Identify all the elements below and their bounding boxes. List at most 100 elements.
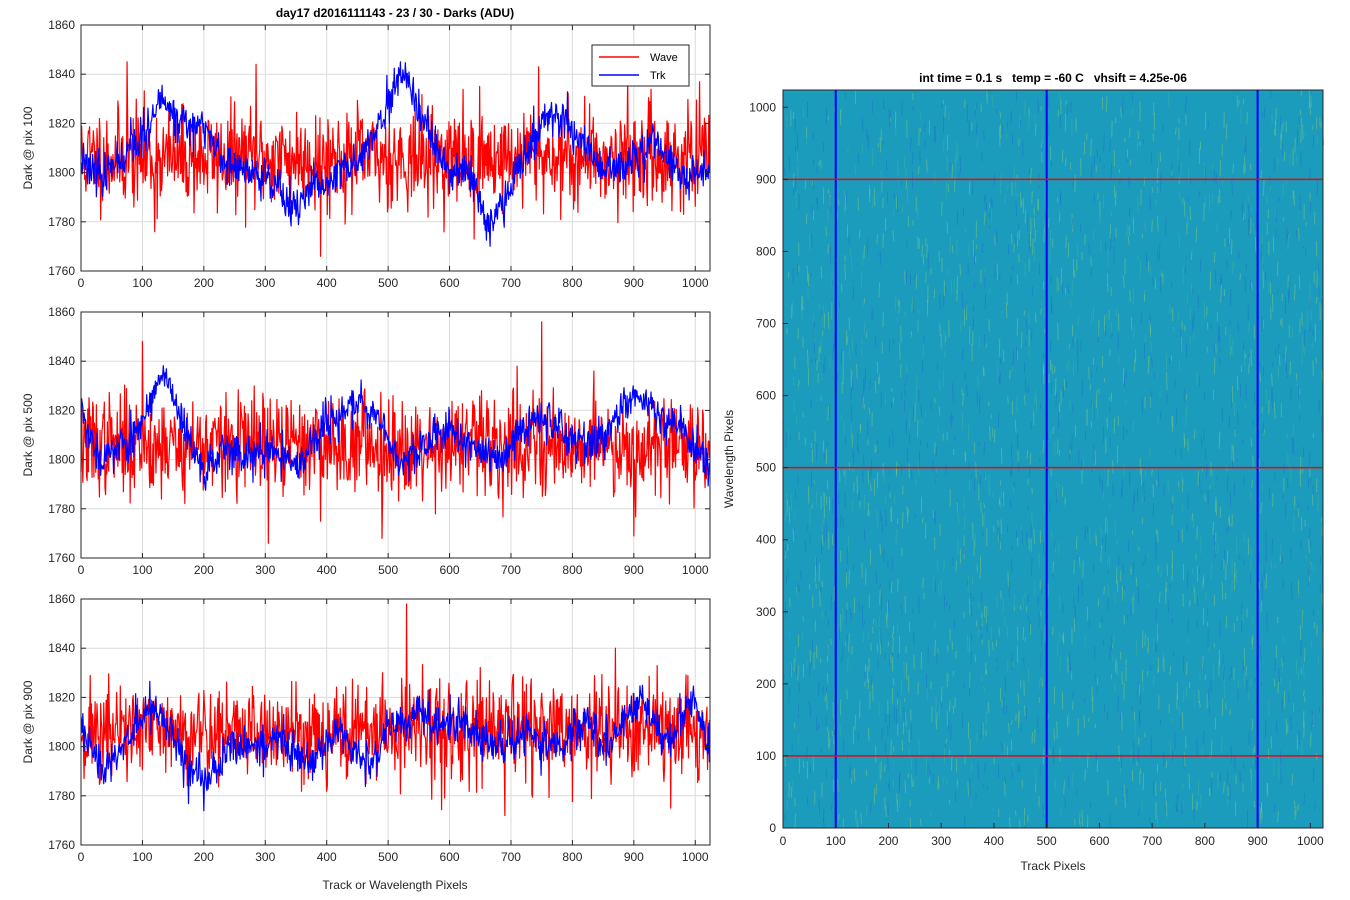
heatmap-streak <box>1013 243 1015 253</box>
y-tick-label: 0 <box>769 821 776 835</box>
heatmap-streak <box>1260 250 1262 263</box>
heatmap-streak <box>963 814 966 829</box>
heatmap-streak <box>1261 680 1263 687</box>
heatmap-streak <box>1104 535 1107 552</box>
heatmap-streak <box>1221 581 1224 600</box>
heatmap-streak <box>1293 284 1296 301</box>
heatmap-streak <box>1006 120 1009 129</box>
heatmap-streak <box>1083 715 1086 728</box>
y-tick-label: 1760 <box>48 264 75 278</box>
heatmap-streak <box>923 122 926 132</box>
heatmap-streak <box>1114 117 1117 124</box>
heatmap-streak <box>1013 482 1015 488</box>
heatmap-streak <box>1132 420 1134 434</box>
heatmap-streak <box>910 756 913 770</box>
x-tick-label: 300 <box>255 850 275 864</box>
heatmap-streak <box>1242 659 1244 671</box>
heatmap-streak <box>1225 527 1228 534</box>
track-marker-lines <box>834 90 1259 828</box>
heatmap-streak <box>797 379 800 391</box>
x-tick-label: 0 <box>78 850 85 864</box>
heatmap-streak <box>1166 372 1168 391</box>
heatmap-streak <box>1001 310 1003 315</box>
heatmap-streak <box>1157 470 1160 488</box>
heatmap-streak <box>1180 336 1183 352</box>
heatmap-streak <box>974 106 977 117</box>
heatmap-streak <box>821 580 824 588</box>
heatmap-streak <box>1130 749 1132 760</box>
heatmap-streak <box>1315 241 1318 257</box>
x-tick-label: 400 <box>317 850 337 864</box>
heatmap-streak <box>1243 475 1245 486</box>
heatmap-streak <box>822 330 824 337</box>
heatmap-streak <box>1123 463 1125 477</box>
heatmap-streak <box>784 754 786 768</box>
heatmap-streak <box>1017 693 1020 704</box>
heatmap-streak <box>1223 683 1226 698</box>
heatmap-streak <box>894 293 897 311</box>
heatmap-streak <box>875 571 877 584</box>
heatmap-streak <box>968 326 971 345</box>
heatmap-streak <box>1120 489 1123 499</box>
heatmap-streak <box>899 771 901 788</box>
series-line-wave <box>80 603 710 817</box>
heatmap-streak <box>1095 366 1098 372</box>
heatmap-streak <box>1082 560 1084 578</box>
heatmap-streak <box>1032 238 1034 256</box>
heatmap-streak <box>936 363 939 372</box>
heatmap-streak <box>983 502 985 509</box>
heatmap-streak <box>1020 680 1022 689</box>
heatmap-streak <box>993 429 996 443</box>
heatmap-streak <box>832 344 834 360</box>
heatmap-streak <box>1304 647 1306 662</box>
heatmap-streak <box>1202 655 1204 669</box>
heatmap-streak <box>1125 659 1127 666</box>
heatmap-streak <box>892 636 894 653</box>
heatmap-streak <box>1095 751 1098 763</box>
heatmap-streak <box>924 523 927 539</box>
y-tick-label: 1800 <box>48 166 75 180</box>
heatmap-streak <box>984 194 987 200</box>
y-ticks: 0 100 200 300 400 500 600 700 800 900 1000 <box>749 100 788 835</box>
heatmap-streak <box>1098 319 1100 338</box>
heatmap-streak <box>1259 361 1261 371</box>
heatmap-streak <box>1102 425 1105 444</box>
heatmap-streak <box>1157 186 1159 194</box>
heatmap-streak <box>830 638 832 645</box>
heatmap-streak <box>871 308 873 320</box>
heatmap-streak <box>1012 349 1014 367</box>
heatmap-streak <box>1204 448 1207 460</box>
heatmap-streak <box>1002 599 1004 614</box>
heatmap-streak <box>867 632 870 640</box>
heatmap-streak <box>1169 740 1172 759</box>
heatmap-streak <box>1152 503 1155 517</box>
chart-title: day17 d2016111143 - 23 / 30 - Darks (ADU… <box>276 6 514 20</box>
heatmap-streak <box>854 715 857 731</box>
heatmap-streak <box>1240 204 1243 210</box>
heatmap-streak <box>1099 475 1101 487</box>
heatmap-streak <box>1143 177 1146 186</box>
heatmap-streak <box>952 382 954 397</box>
heatmap-streak <box>1103 586 1105 595</box>
heatmap-streak <box>1239 273 1241 281</box>
heatmap-streak <box>1113 185 1116 199</box>
heatmap-streak <box>798 584 800 592</box>
series-line-trk <box>80 365 710 491</box>
x-ticks: 0 100 200 300 400 500 600 700 800 900 1000 <box>78 599 709 864</box>
heatmap-streak <box>868 407 871 415</box>
heatmap-streak <box>1020 525 1023 532</box>
heatmap-streak <box>821 610 824 620</box>
heatmap-streak <box>1108 556 1111 569</box>
x-tick-label: 1000 <box>682 563 709 577</box>
heatmap-streak <box>903 707 905 722</box>
heatmap-streak <box>992 428 994 438</box>
heatmap-streak <box>1291 581 1293 600</box>
heatmap-streak <box>1055 392 1057 408</box>
heatmap-streak <box>937 776 940 789</box>
heatmap-streak <box>934 397 936 404</box>
heatmap-streak <box>1015 91 1018 103</box>
heatmap-streak <box>1289 153 1291 165</box>
heatmap-streak <box>1187 197 1189 202</box>
heatmap-streak <box>841 382 843 394</box>
